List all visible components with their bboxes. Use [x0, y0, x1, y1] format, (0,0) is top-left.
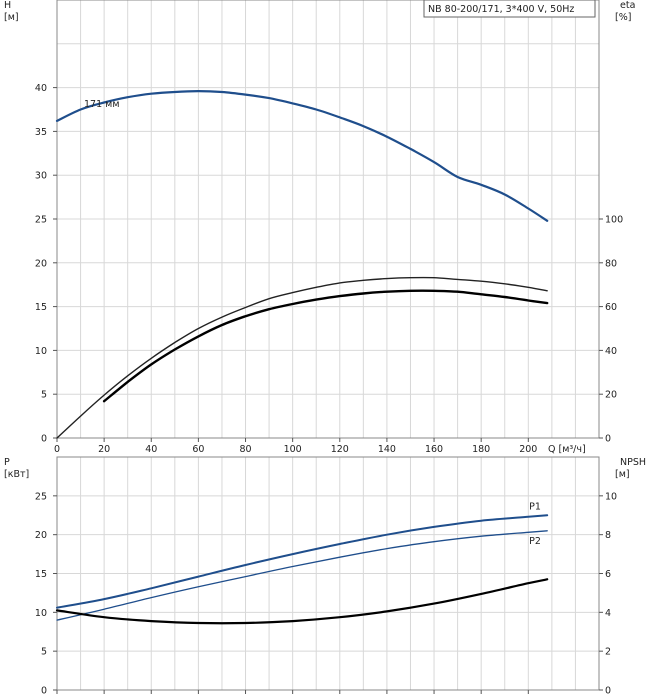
y-right-axis-label: eta [620, 0, 635, 11]
y-right-tick-label: 2 [605, 647, 611, 658]
y-right-tick-label: 0 [605, 434, 611, 445]
y-left-axis-unit: [м] [4, 12, 19, 23]
impeller-diameter-label: 171 мм [84, 99, 120, 110]
y-left-tick-label: 10 [35, 346, 47, 357]
y-right-tick-label: 60 [605, 302, 617, 313]
y-right-axis-unit: [м] [615, 469, 630, 480]
series-label-p1: P1 [529, 501, 541, 512]
y-right-tick-label: 10 [605, 491, 617, 502]
x-tick-label: 200 [519, 444, 537, 455]
y-left-tick-label: 5 [41, 647, 47, 658]
x-tick-label: 60 [192, 444, 204, 455]
y-right-tick-label: 40 [605, 346, 617, 357]
chart-title: NB 80-200/171, 3*400 V, 50Hz [428, 4, 574, 15]
y-left-tick-label: 35 [35, 127, 47, 138]
y-right-tick-label: 100 [605, 215, 623, 226]
y-right-axis-unit: [%] [615, 12, 631, 23]
y-left-tick-label: 10 [35, 608, 47, 619]
series-label-p2: P2 [529, 536, 541, 547]
x-tick-label: 160 [425, 444, 443, 455]
x-tick-label: 80 [239, 444, 251, 455]
y-right-tick-label: 6 [605, 569, 611, 580]
power-npsh-panel [53, 456, 603, 694]
y-left-tick-label: 25 [35, 491, 47, 502]
y-left-axis-label: H [4, 0, 11, 11]
y-right-tick-label: 80 [605, 258, 617, 269]
y-left-tick-label: 5 [41, 390, 47, 401]
y-left-axis-label: P [4, 457, 10, 468]
series-line-efficiency-hydraulic [102, 289, 549, 403]
series-line-p2 [56, 530, 548, 621]
x-tick-label: 140 [378, 444, 396, 455]
x-axis-label: Q [м³/ч] [548, 444, 586, 455]
x-tick-label: 0 [54, 444, 60, 455]
series-line-npsh [55, 578, 549, 625]
x-tick-label: 120 [331, 444, 349, 455]
x-tick-label: 20 [98, 444, 110, 455]
y-left-tick-label: 20 [35, 258, 47, 269]
y-left-tick-label: 0 [41, 686, 47, 697]
y-right-tick-label: 0 [605, 686, 611, 697]
series-line-p1 [56, 514, 549, 609]
x-tick-label: 40 [145, 444, 157, 455]
y-right-tick-label: 20 [605, 390, 617, 401]
y-left-axis-unit: [кВт] [4, 469, 29, 480]
y-left-tick-label: 15 [35, 569, 47, 580]
y-right-axis-label: NPSH [620, 457, 646, 468]
head-efficiency-panel [53, 0, 603, 442]
y-left-tick-label: 40 [35, 83, 47, 94]
y-left-tick-label: 0 [41, 434, 47, 445]
y-right-tick-label: 8 [605, 530, 611, 541]
x-tick-label: 100 [284, 444, 302, 455]
y-left-tick-label: 25 [35, 215, 47, 226]
x-tick-label: 180 [472, 444, 490, 455]
title-box [423, 0, 596, 18]
y-right-tick-label: 4 [605, 608, 611, 619]
y-left-tick-label: 30 [35, 171, 47, 182]
series-line-head [55, 89, 549, 222]
y-left-tick-label: 15 [35, 302, 47, 313]
series-line-efficiency [56, 276, 548, 439]
y-left-tick-label: 20 [35, 530, 47, 541]
